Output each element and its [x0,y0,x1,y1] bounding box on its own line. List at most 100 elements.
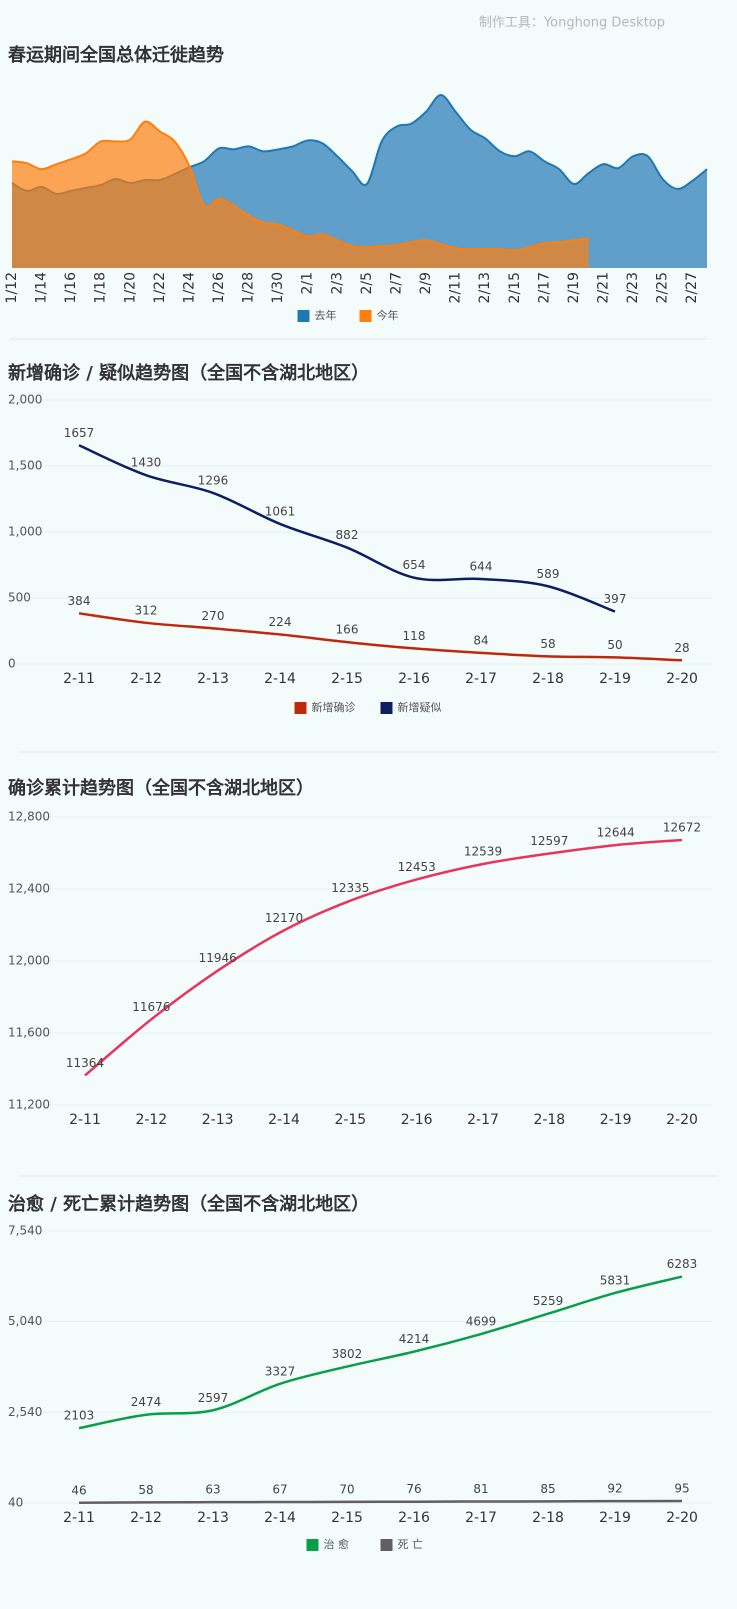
data-label: 95 [674,1482,689,1496]
x-tick-label: 2-19 [599,671,631,687]
data-label: 654 [403,558,426,572]
x-tick-label: 2-14 [264,671,296,687]
legend-label: 去年 [315,308,337,322]
x-tick-label: 2/19 [566,272,582,303]
x-tick-label: 2-11 [63,1510,95,1526]
data-label: 6283 [667,1257,698,1271]
x-tick-label: 1/18 [93,272,109,303]
area [12,121,589,268]
y-tick-label: 7,540 [8,1224,42,1238]
area-line [11,120,589,252]
data-label: 4214 [399,1332,430,1346]
data-label: 70 [339,1482,354,1496]
legend-swatch [380,1539,393,1551]
data-label: 76 [406,1482,421,1496]
data-label: 3802 [332,1347,363,1361]
x-tick-label: 1/12 [4,272,20,303]
y-tick-label: 12,000 [8,954,50,968]
data-label: 11946 [199,951,237,965]
x-tick-label: 2-12 [130,671,162,687]
y-tick-label: 11,200 [8,1098,50,1112]
data-label: 118 [403,629,426,643]
x-tick-label: 2-17 [465,671,497,687]
data-label: 12335 [331,881,369,895]
data-label: 3327 [265,1364,296,1378]
data-label: 644 [470,559,493,573]
data-label: 1430 [131,456,162,470]
chart-title: 确诊累计趋势图（全国不含湖北地区） [8,777,314,799]
x-tick-label: 2-15 [334,1112,366,1128]
data-label: 312 [135,603,158,617]
x-tick-label: 2-13 [197,671,229,687]
y-tick-label: 1,500 [8,459,42,473]
credit: 制作工具：Yonghong Desktop [479,16,665,31]
data-label: 84 [473,633,488,647]
x-tick-label: 2-13 [197,1510,229,1526]
x-tick-label: 1/22 [152,272,168,303]
line [78,612,683,662]
x-tick-label: 2/5 [359,272,375,295]
data-label: 2103 [64,1409,95,1423]
x-tick-label: 1/14 [34,272,50,304]
y-tick-label: 11,600 [8,1026,50,1040]
x-tick-label: 2-20 [666,1510,698,1526]
x-tick-label: 1/24 [181,272,197,304]
x-tick-label: 2/11 [448,272,464,303]
data-label: 270 [202,609,225,623]
line [78,444,616,613]
data-label: 1296 [198,473,229,487]
data-label: 882 [336,528,359,542]
data-label: 50 [607,638,622,652]
x-tick-label: 2-12 [130,1510,162,1526]
chart-title: 春运期间全国总体迁徙趋势 [8,44,224,66]
data-label: 81 [473,1482,488,1496]
chart-title: 治愈 / 死亡累计趋势图（全国不含湖北地区） [8,1193,369,1215]
data-label: 224 [269,615,292,629]
x-tick-label: 2-17 [467,1112,499,1128]
x-tick-label: 2-14 [268,1112,300,1128]
data-label: 397 [604,592,627,606]
x-tick-label: 2-18 [532,671,564,687]
x-tick-label: 2/3 [329,272,345,295]
legend-label: 死 亡 [398,1537,424,1551]
data-label: 11676 [132,1000,170,1014]
y-tick-label: 500 [8,591,31,605]
x-tick-label: 2-19 [600,1112,632,1128]
x-tick-label: 2/13 [477,272,493,303]
x-tick-label: 2-16 [398,1510,430,1526]
legend-label: 新增疑似 [398,700,442,714]
data-label: 1061 [265,504,296,518]
data-label: 67 [272,1483,287,1497]
x-tick-label: 2/17 [536,272,552,303]
data-label: 28 [674,641,689,655]
x-tick-label: 2-15 [331,1510,363,1526]
x-tick-label: 2-14 [264,1510,296,1526]
x-tick-label: 2-18 [533,1112,565,1128]
data-label: 58 [138,1483,153,1497]
data-label: 92 [607,1482,622,1496]
data-label: 58 [540,637,555,651]
x-tick-label: 2/23 [625,272,641,303]
y-tick-label: 2,540 [8,1405,42,1419]
data-label: 12453 [398,860,436,874]
data-label: 85 [540,1482,555,1496]
x-tick-label: 2-18 [532,1510,564,1526]
y-tick-label: 40 [8,1496,23,1510]
data-label: 1657 [64,426,95,440]
x-tick-label: 1/28 [241,272,257,303]
x-tick-label: 2-11 [63,671,95,687]
x-tick-label: 2/1 [300,272,316,295]
x-tick-label: 2-16 [398,671,430,687]
data-label: 46 [71,1483,86,1497]
y-tick-label: 0 [8,657,16,671]
x-tick-label: 2-15 [331,671,363,687]
data-label: 12644 [597,826,635,840]
y-tick-label: 12,400 [8,882,50,896]
legend-swatch [294,702,307,714]
data-label: 5831 [600,1273,631,1287]
x-tick-label: 2-11 [69,1112,101,1128]
y-tick-label: 5,040 [8,1314,42,1328]
